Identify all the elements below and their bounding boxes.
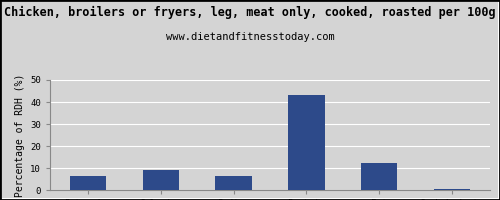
- Bar: [216, 176, 252, 190]
- Bar: [361, 163, 398, 190]
- Text: www.dietandfitnesstoday.com: www.dietandfitnesstoday.com: [166, 32, 334, 42]
- Bar: [288, 95, 325, 190]
- Bar: [434, 189, 470, 190]
- Bar: [70, 176, 106, 190]
- Y-axis label: Percentage of RDH (%): Percentage of RDH (%): [14, 73, 24, 197]
- Text: Chicken, broilers or fryers, leg, meat only, cooked, roasted per 100g: Chicken, broilers or fryers, leg, meat o…: [4, 6, 496, 19]
- Bar: [142, 170, 179, 190]
